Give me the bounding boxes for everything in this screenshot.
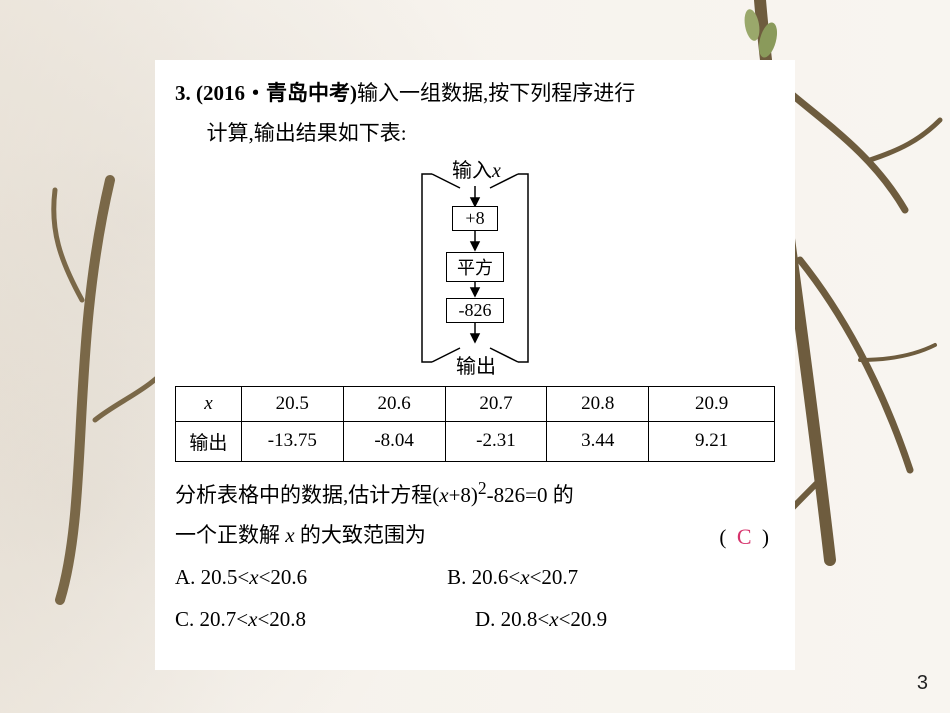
q-var: x xyxy=(439,483,448,507)
table-cell: -13.75 xyxy=(241,421,343,461)
flowchart: 输入x +8 平方 -826 输出 xyxy=(360,158,590,378)
flow-step-3: -826 xyxy=(446,298,504,323)
table-cell: 9.21 xyxy=(649,421,775,461)
source-close: ) xyxy=(350,81,357,105)
table-cell: 3.44 xyxy=(547,421,649,461)
q-part: 分析表格中的数据,估计方程( xyxy=(175,483,439,507)
table-cell: 20.6 xyxy=(343,386,445,421)
page-number: 3 xyxy=(917,672,928,695)
flow-input-label: 输入 xyxy=(452,160,492,182)
answer-letter: C xyxy=(737,524,752,549)
problem-number: 3. xyxy=(175,81,191,105)
flow-step-1: +8 xyxy=(452,206,498,231)
table-row: 输出 -13.75 -8.04 -2.31 3.44 9.21 xyxy=(176,421,775,461)
q-var: x xyxy=(285,523,294,547)
q-part: +8) xyxy=(449,483,478,507)
flow-step-2: 平方 xyxy=(446,252,504,282)
table-header-x: x xyxy=(176,386,242,421)
stem-line1: 输入一组数据,按下列程序进行 xyxy=(357,81,635,105)
q-part: 一个正数解 xyxy=(175,523,285,547)
option-a: A. 20.5<x<20.6 xyxy=(175,565,307,589)
option-d: D. 20.8<x<20.9 xyxy=(475,607,607,631)
table-cell: 20.7 xyxy=(445,386,547,421)
table-cell: -2.31 xyxy=(445,421,547,461)
table-cell: 20.8 xyxy=(547,386,649,421)
problem-source: 2016・青岛中考 xyxy=(203,81,350,105)
option-b: B. 20.6<x<20.7 xyxy=(447,565,578,589)
flow-input-var: x xyxy=(492,160,501,182)
q-part: -826=0 的 xyxy=(487,483,574,507)
question-text: 分析表格中的数据,估计方程(x+8)2-826=0 的 一个正数解 x 的大致范… xyxy=(175,472,775,556)
table-cell: 20.9 xyxy=(649,386,775,421)
table-header-output: 输出 xyxy=(176,421,242,461)
q-sup: 2 xyxy=(478,478,487,498)
table-row: x 20.5 20.6 20.7 20.8 20.9 xyxy=(176,386,775,421)
flow-output-label: 输出 xyxy=(456,350,496,379)
problem-card: 3. (2016・青岛中考)输入一组数据,按下列程序进行 计算,输出结果如下表: xyxy=(155,60,795,670)
paren-open: ( xyxy=(719,525,726,549)
options-block: A. 20.5<x<20.6 B. 20.6<x<20.7 C. 20.7<x<… xyxy=(175,556,775,640)
stem-line2: 计算,输出结果如下表: xyxy=(175,121,407,145)
source-open: ( xyxy=(196,81,203,105)
table-cell: 20.5 xyxy=(241,386,343,421)
option-c: C. 20.7<x<20.8 xyxy=(175,607,306,631)
q-part: 的大致范围为 xyxy=(295,523,426,547)
table-cell: -8.04 xyxy=(343,421,445,461)
data-table: x 20.5 20.6 20.7 20.8 20.9 输出 -13.75 -8.… xyxy=(175,386,775,462)
problem-stem: 3. (2016・青岛中考)输入一组数据,按下列程序进行 计算,输出结果如下表: xyxy=(175,74,775,154)
paren-close: ) xyxy=(762,525,769,549)
